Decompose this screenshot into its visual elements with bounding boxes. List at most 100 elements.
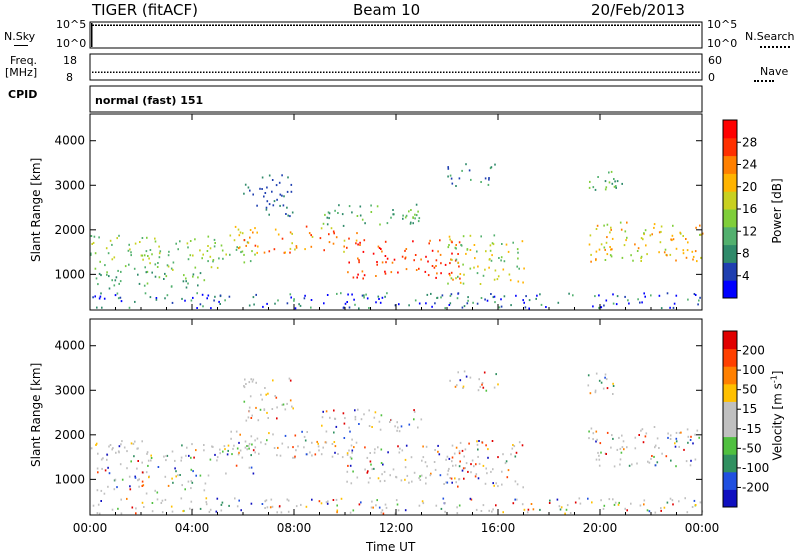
heatmap-cell — [451, 258, 453, 261]
heatmap-cell — [600, 381, 603, 384]
heatmap-cell — [663, 506, 666, 509]
freq-mark — [146, 71, 148, 73]
heatmap-cell — [603, 224, 605, 227]
heatmap-cell — [617, 503, 620, 506]
heatmap-cell — [343, 250, 345, 253]
heatmap-cell — [653, 226, 655, 229]
heatmap-cell — [325, 501, 328, 504]
heatmap-cell — [670, 459, 672, 462]
heatmap-cell — [326, 216, 329, 219]
nsky-mark — [278, 24, 280, 26]
freq-mark — [218, 71, 220, 73]
heatmap-cell — [124, 265, 127, 268]
heatmap-cell — [359, 244, 361, 246]
heatmap-cell — [651, 455, 653, 457]
heatmap-cell — [589, 392, 592, 395]
colorbar-swatch — [723, 331, 737, 350]
heatmap-cell — [295, 449, 297, 452]
heatmap-cell — [350, 457, 353, 460]
heatmap-cell — [348, 449, 350, 452]
heatmap-cell — [675, 437, 678, 440]
heatmap-cell — [202, 305, 204, 308]
nsky-mark — [335, 24, 337, 26]
heatmap-cell — [424, 270, 427, 273]
heatmap-cell — [250, 417, 253, 419]
heatmap-cell — [502, 453, 504, 456]
heatmap-cell — [609, 246, 611, 248]
heatmap-cell — [304, 248, 306, 251]
heatmap-cell — [224, 448, 226, 451]
nsky-mark — [518, 24, 520, 26]
heatmap-cell — [391, 261, 394, 264]
freq-mark — [446, 71, 448, 73]
heatmap-cell — [458, 465, 461, 468]
heatmap-cell — [216, 266, 219, 269]
heatmap-cell — [463, 370, 466, 373]
heatmap-cell — [481, 382, 484, 384]
heatmap-cell — [458, 450, 461, 453]
heatmap-cell — [636, 250, 639, 252]
nsky-mark — [422, 24, 424, 26]
nsky-mark — [473, 24, 475, 26]
heatmap-cell — [361, 218, 364, 221]
heatmap-cell — [569, 512, 572, 514]
heatmap-cell — [463, 305, 466, 308]
heatmap-cell — [654, 444, 657, 447]
freq-mark — [578, 71, 580, 73]
heatmap-cell — [330, 227, 333, 230]
heatmap-cell — [274, 228, 277, 231]
heatmap-cell — [404, 249, 406, 252]
nsky-mark — [566, 24, 568, 26]
heatmap-cell — [611, 182, 614, 185]
nsky-mark — [683, 24, 685, 26]
heatmap-cell — [209, 255, 212, 258]
heatmap-cell — [656, 461, 659, 464]
heatmap-cell — [595, 458, 598, 461]
heatmap-cell — [367, 481, 370, 484]
heatmap-cell — [293, 298, 295, 301]
heatmap-cell — [670, 238, 672, 241]
heatmap-cell — [612, 385, 615, 387]
heatmap-cell — [436, 296, 439, 299]
freq-mark — [194, 71, 196, 73]
velocity-axes: 00:00 04:00 08:00 12:00 16:00 20:00 00:0010002… — [54, 319, 719, 535]
heatmap-cell — [218, 300, 220, 303]
heatmap-cell — [404, 466, 407, 469]
heatmap-cell — [209, 458, 212, 461]
heatmap-cell — [216, 456, 219, 459]
heatmap-cell — [268, 213, 270, 216]
heatmap-cell — [141, 480, 144, 483]
heatmap-cell — [626, 509, 628, 512]
nsky-mark — [299, 24, 301, 26]
freq-mark — [329, 71, 331, 73]
heatmap-cell — [596, 438, 598, 441]
heatmap-cell — [233, 444, 235, 447]
heatmap-cell — [592, 186, 595, 189]
nsky-mark — [113, 24, 115, 26]
nsky-mark — [680, 24, 682, 26]
heatmap-cell — [420, 258, 422, 261]
heatmap-cell — [109, 239, 112, 242]
heatmap-cell — [479, 385, 482, 388]
nsky-mark — [575, 24, 577, 26]
heatmap-cell — [487, 448, 489, 451]
freq-mark — [542, 71, 544, 73]
heatmap-cell — [207, 260, 209, 263]
y-tick-label: 1000 — [54, 472, 85, 486]
heatmap-cell — [639, 504, 642, 507]
heatmap-cell — [671, 234, 674, 237]
heatmap-cell — [191, 443, 193, 446]
heatmap-cell — [121, 478, 124, 481]
colorbar-swatch — [723, 436, 737, 455]
heatmap-cell — [368, 307, 370, 309]
heatmap-cell — [246, 445, 248, 447]
heatmap-cell — [645, 244, 647, 247]
heatmap-cell — [100, 292, 102, 295]
heatmap-cell — [346, 246, 348, 249]
heatmap-cell — [168, 250, 170, 253]
heatmap-cell — [195, 449, 197, 452]
freq-mark — [143, 71, 145, 73]
heatmap-cell — [149, 249, 152, 251]
heatmap-cell — [387, 451, 389, 454]
heatmap-cell — [381, 296, 384, 299]
